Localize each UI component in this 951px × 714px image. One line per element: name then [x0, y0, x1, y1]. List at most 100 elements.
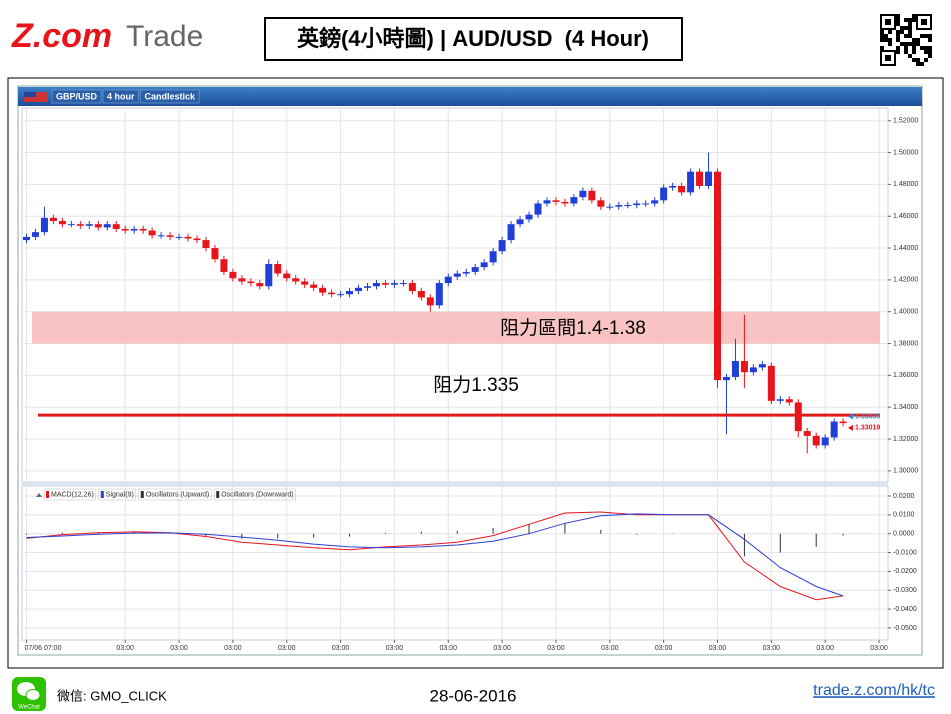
qr-code: [880, 14, 932, 66]
legend-swatch: [140, 491, 144, 498]
toolbar-tab: [140, 89, 200, 104]
legend-swatch: [100, 491, 104, 498]
candle-body: [534, 203, 542, 215]
url-link[interactable]: trade.z.com/hk/tc: [813, 682, 935, 699]
candle-body: [364, 286, 372, 288]
candle-body: [130, 228, 138, 231]
candle-body: [40, 217, 48, 233]
candle-body: [381, 283, 389, 285]
candle-body: [471, 267, 479, 272]
candle-body: [480, 262, 488, 268]
flag: [24, 92, 36, 97]
qr-cell: [916, 38, 920, 42]
qr-cell: [888, 30, 892, 34]
title-box: [264, 17, 683, 61]
candle-body: [265, 263, 273, 287]
y-tick-label: 1.34000: [893, 404, 918, 411]
candle-body: [830, 421, 838, 438]
qr-finder: [885, 19, 891, 25]
toolbar: [18, 87, 922, 106]
qr-cell: [912, 38, 916, 42]
candle-body: [301, 281, 309, 285]
qr-cell: [896, 18, 900, 22]
logo-product: Trade: [126, 20, 203, 53]
y-tick-label: 0.0000: [893, 531, 915, 538]
qr-cell: [928, 34, 932, 38]
candle-body: [570, 197, 578, 204]
legend-item: [213, 488, 296, 501]
x-tick-label: 03:00: [440, 645, 458, 652]
candle-body: [202, 240, 210, 249]
candle-body: [740, 361, 748, 373]
legend-label: Oscillators (Downward): [221, 491, 293, 498]
candle-body: [705, 171, 713, 186]
x-tick-label: 03:00: [763, 645, 781, 652]
qr-cell: [896, 14, 900, 18]
candle-body: [103, 224, 111, 228]
candle-body: [112, 224, 120, 229]
qr-cell: [880, 46, 884, 50]
candle-body: [247, 281, 255, 284]
candle-body: [722, 376, 730, 381]
plot-area: [21, 107, 889, 483]
qr-cell: [896, 50, 900, 54]
legend-label: Signal(9): [106, 491, 134, 498]
qr-cell: [904, 50, 908, 54]
candle-body: [758, 364, 766, 368]
x-tick-label: 03:00: [709, 645, 727, 652]
qr-cell: [928, 46, 932, 50]
qr-cell: [908, 18, 912, 22]
candle-body: [417, 291, 425, 298]
candle-body: [561, 201, 569, 204]
qr-cell: [912, 18, 916, 22]
candle-body: [731, 361, 739, 377]
x-tick-label: 03:00: [547, 645, 565, 652]
qr-cell: [904, 46, 908, 50]
candle-body: [238, 278, 246, 282]
x-tick-label: 03:00: [116, 645, 134, 652]
x-tick-label: 03:00: [493, 645, 511, 652]
y-tick-label: -0.0200: [893, 568, 917, 575]
candle-body: [776, 399, 784, 401]
candle-body: [274, 263, 282, 274]
toolbar-tab-label: 4 hour: [107, 91, 135, 101]
y-tick-label: 1.30000: [893, 468, 918, 475]
qr-cell: [900, 26, 904, 30]
wechat-label: WeChat: [18, 705, 40, 711]
legend-toggle: [36, 493, 42, 497]
last-price-label: 1.33019: [855, 425, 880, 432]
qr-cell: [920, 34, 924, 38]
qr-finder: [880, 14, 896, 30]
candle-body: [821, 437, 829, 446]
candle-body: [660, 187, 668, 201]
qr-finder: [921, 19, 927, 25]
candle-body: [85, 224, 93, 226]
candle-body: [94, 224, 102, 228]
candle-body: [229, 271, 237, 279]
qr-cell: [908, 54, 912, 58]
candle-body: [543, 200, 551, 204]
candle-body: [319, 287, 327, 293]
qr-cell: [900, 42, 904, 46]
candle-body: [166, 235, 174, 237]
qr-cell: [904, 26, 908, 30]
candle-body: [355, 287, 363, 292]
wechat-id: 微信: GMO_CLICK: [57, 688, 167, 703]
y-tick-label: 1.42000: [893, 277, 918, 284]
y-tick-label: 1.46000: [893, 213, 918, 220]
candle-body: [489, 251, 497, 263]
candle-body: [184, 236, 192, 239]
candle-body: [669, 185, 677, 188]
plot-area: [21, 485, 889, 641]
toolbar-tab-label: Candlestick: [145, 91, 197, 101]
candle-body: [22, 236, 30, 241]
candle-body: [597, 200, 605, 207]
qr-cell: [912, 58, 916, 62]
qr-cell: [928, 54, 932, 58]
qr-cell: [888, 38, 892, 42]
x-tick-label: 03:00: [655, 645, 673, 652]
qr-cell: [904, 18, 908, 22]
candle-body: [292, 278, 300, 282]
x-tick-label: 03:00: [601, 645, 619, 652]
qr-cell: [908, 30, 912, 34]
